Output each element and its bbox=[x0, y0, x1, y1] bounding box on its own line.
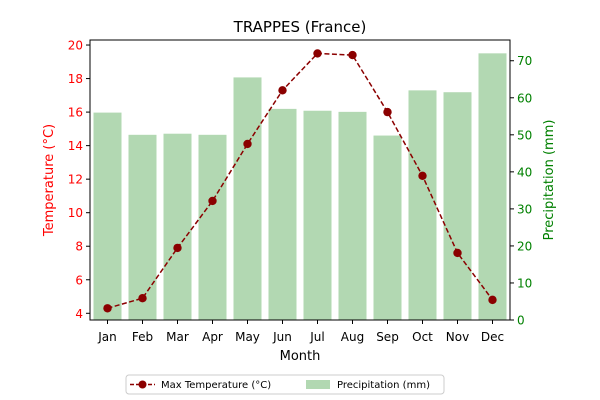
precipitation-bar bbox=[268, 108, 297, 320]
temperature-point bbox=[173, 243, 182, 253]
plot-frame bbox=[89, 39, 511, 321]
x-axis-tick-label: Feb bbox=[132, 330, 153, 344]
temperature-line-path bbox=[107, 52, 494, 309]
left-axis-label: Temperature (°C) bbox=[42, 124, 57, 237]
x-axis: Jan Feb Mar Apr May Jun Jul Aug Sep Oct Nov Dec bbox=[97, 320, 504, 344]
x-axis-tick-label: May bbox=[235, 330, 260, 344]
x-axis-tick-label: Oct bbox=[412, 330, 433, 344]
precipitation-bar bbox=[338, 111, 367, 320]
chart-title: TRAPPES (France) bbox=[233, 18, 367, 36]
temperature-point bbox=[278, 86, 287, 95]
x-axis-tick-label: Jun bbox=[272, 330, 292, 344]
temperature-point bbox=[348, 50, 357, 60]
precipitation-bars bbox=[93, 53, 507, 321]
temperature-point bbox=[243, 139, 252, 149]
left-axis-tick-label: 6 bbox=[75, 273, 83, 287]
left-axis-tick-label: 4 bbox=[75, 307, 83, 321]
left-axis-tick-label: 16 bbox=[68, 106, 83, 120]
legend-label-precipitation: Precipitation (mm) bbox=[337, 380, 430, 391]
left-axis-tick-label: 20 bbox=[68, 39, 83, 53]
temperature-point bbox=[138, 294, 147, 303]
precipitation-bar bbox=[443, 92, 472, 320]
legend-frame bbox=[125, 374, 445, 395]
left-axis-tick-label: 18 bbox=[68, 72, 83, 86]
precipitation-bar bbox=[198, 134, 227, 320]
temperature-point bbox=[488, 295, 497, 305]
precipitation-bar bbox=[478, 53, 507, 320]
x-axis-tick-label: Apr bbox=[202, 330, 223, 344]
x-axis-tick-label: Nov bbox=[446, 330, 469, 344]
right-axis-tick-label: 20 bbox=[517, 239, 532, 253]
left-axis-tick-label: 10 bbox=[68, 206, 83, 220]
right-axis-tick-label: 30 bbox=[517, 202, 532, 216]
x-axis-tick-label: Dec bbox=[481, 330, 504, 344]
precipitation-bar bbox=[163, 133, 192, 320]
legend-bar-swatch bbox=[306, 380, 330, 389]
legend-label-temperature: Max Temperature (°C) bbox=[161, 380, 271, 391]
x-axis-tick-label: Sep bbox=[376, 330, 399, 344]
temperature-point bbox=[453, 248, 462, 258]
right-axis-label: Precipitation (mm) bbox=[542, 120, 557, 241]
precipitation-bar bbox=[93, 112, 122, 320]
left-axis-tick-label: 8 bbox=[75, 240, 83, 254]
right-axis-tick-label: 50 bbox=[517, 128, 532, 142]
x-axis-label: Month bbox=[280, 349, 321, 364]
temperature-line bbox=[103, 49, 497, 313]
x-axis-tick-label: Mar bbox=[166, 330, 189, 344]
left-axis-tick-label: 12 bbox=[68, 173, 83, 187]
left-axis: 4 6 8 10 12 14 16 18 20 bbox=[68, 39, 90, 321]
right-axis-tick-label: 70 bbox=[517, 54, 532, 68]
precipitation-bar bbox=[128, 134, 157, 320]
precipitation-bar bbox=[373, 135, 402, 320]
x-axis-tick-label: Aug bbox=[341, 330, 364, 344]
temperature-point bbox=[383, 107, 392, 117]
legend: Max Temperature (°C) Precipitation (mm) bbox=[125, 374, 445, 395]
temperature-point bbox=[313, 49, 322, 58]
right-axis-tick-label: 0 bbox=[517, 314, 525, 328]
temperature-point bbox=[418, 171, 427, 181]
right-axis: 0 10 20 30 40 50 60 70 bbox=[510, 54, 532, 328]
precipitation-bar bbox=[408, 90, 437, 321]
right-axis-tick-label: 10 bbox=[517, 276, 532, 290]
right-axis-tick-label: 60 bbox=[517, 91, 532, 105]
precipitation-bar bbox=[233, 77, 262, 320]
legend-line-marker bbox=[138, 380, 147, 389]
temperature-point bbox=[103, 304, 112, 313]
x-axis-tick-label: Jan bbox=[97, 330, 117, 344]
temperature-point bbox=[208, 196, 217, 206]
x-axis-tick-label: Jul bbox=[309, 330, 324, 344]
right-axis-tick-label: 40 bbox=[517, 165, 532, 179]
left-axis-tick-label: 14 bbox=[68, 139, 83, 153]
precipitation-bar bbox=[303, 110, 332, 320]
